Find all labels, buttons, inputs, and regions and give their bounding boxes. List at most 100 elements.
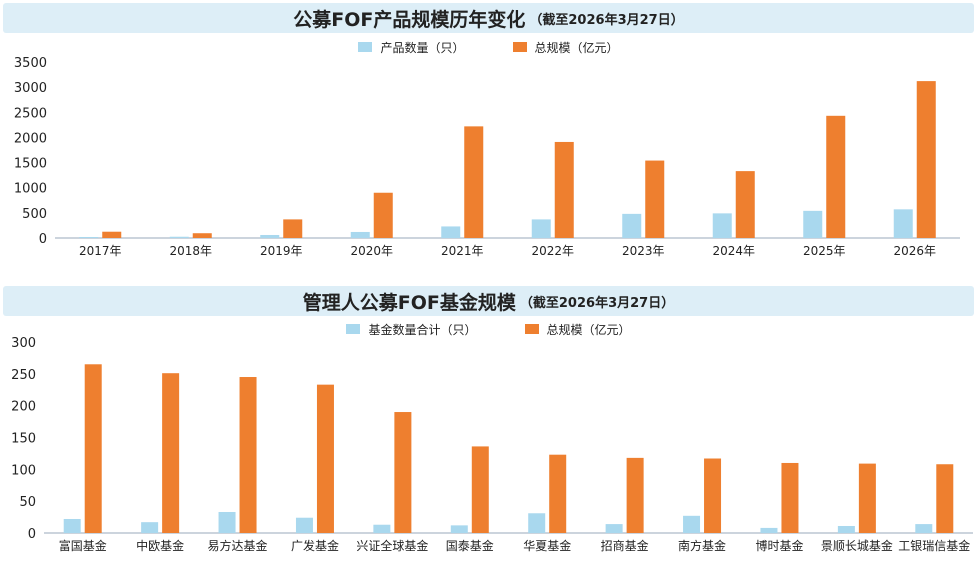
x-category-label: 2019年 [260, 244, 303, 258]
count-bar [441, 226, 461, 238]
scale-bar [858, 463, 876, 533]
scale-bar [239, 377, 257, 533]
legend-label-scale: 总规模（亿元） [534, 40, 619, 55]
x-category-label: 2024年 [712, 244, 755, 258]
manager-bar-chart: 0 50 100 150 200 250 300 富国基金 中欧基金 易方达基金 广发基金 兴证全球基… [11, 336, 973, 553]
count-bar [528, 513, 546, 533]
legend-item-fund-count: 基金数量合计（只） [346, 321, 477, 338]
y-tick-label: 0 [39, 232, 47, 247]
x-category-label: 招商基金 [601, 538, 649, 553]
y-tick-label: 250 [11, 368, 36, 383]
legend-swatch-scale [512, 42, 527, 52]
x-category-label: 2021年 [441, 244, 484, 258]
count-bar [169, 236, 189, 238]
x-category-label: 中欧基金 [136, 538, 184, 553]
count-bar [803, 210, 823, 238]
x-category-label: 2022年 [531, 244, 574, 258]
count-bar [683, 515, 701, 533]
scale-bar [394, 412, 412, 533]
x-category-label: 国泰基金 [446, 538, 494, 553]
scale-bar [735, 171, 755, 238]
x-category-label: 兴证全球基金 [356, 538, 428, 553]
annual-chart-title: 公募FOF产品规模历年变化 [293, 8, 526, 31]
legend-item-fund-scale: 总规模（亿元） [524, 321, 631, 338]
x-category-label: 南方基金 [678, 538, 726, 553]
scale-bar [464, 126, 484, 238]
scale-bar [704, 458, 722, 533]
count-bar [760, 527, 778, 533]
count-bar [350, 231, 370, 238]
legend-swatch-count [358, 42, 373, 52]
x-category-label: 景顺长城基金 [821, 538, 893, 553]
scale-bar [626, 457, 644, 533]
legend-label-fund-scale: 总规模（亿元） [546, 322, 631, 337]
legend-swatch-fund-scale [524, 324, 539, 334]
y-tick-label: 500 [22, 207, 47, 222]
y-tick-label: 0 [28, 527, 36, 542]
annual-chart-subtitle: （截至2026年3月27日） [529, 12, 684, 28]
x-category-label: 2023年 [622, 244, 665, 258]
legend-item-count: 产品数量（只） [358, 39, 465, 56]
y-tick-label: 300 [11, 336, 36, 351]
y-tick-label: 100 [11, 463, 36, 478]
annual-chart-legend: 产品数量（只） 总规模（亿元） [0, 38, 977, 56]
count-bar [295, 517, 313, 533]
count-bar [260, 234, 280, 238]
y-tick-label: 3000 [14, 81, 47, 96]
count-bar [605, 524, 623, 533]
manager-chart-legend: 基金数量合计（只） 总规模（亿元） [0, 320, 977, 338]
count-bar [63, 518, 81, 533]
count-bar [893, 209, 913, 238]
x-category-label: 富国基金 [59, 538, 107, 553]
manager-chart-title-bar: 管理人公募FOF基金规模 （截至2026年3月27日） [3, 286, 974, 316]
x-category-label: 广发基金 [291, 538, 339, 553]
annual-chart-title-bar: 公募FOF产品规模历年变化 （截至2026年3月27日） [3, 3, 974, 33]
x-category-label: 2026年 [893, 244, 936, 258]
annual-chart-panel: 公募FOF产品规模历年变化 （截至2026年3月27日） 产品数量（只） 总规模… [0, 0, 977, 282]
count-bar [218, 511, 236, 533]
count-bar [79, 236, 99, 238]
scale-bar [162, 373, 180, 533]
x-category-label: 2017年 [79, 244, 122, 258]
x-category-label: 工银瑞信基金 [898, 538, 970, 553]
annual-bar-chart: 0 500 1000 1500 2000 2500 3000 3500 2017年 2018年 20… [14, 56, 960, 258]
scale-bar [549, 454, 567, 533]
count-bar [450, 525, 468, 533]
scale-bar [554, 141, 574, 238]
scale-bar [781, 462, 799, 533]
manager-chart-panel: 管理人公募FOF基金规模 （截至2026年3月27日） 基金数量合计（只） 总规… [0, 284, 977, 571]
y-tick-label: 1500 [14, 157, 47, 172]
y-tick-label: 3500 [14, 56, 47, 71]
count-bar [915, 524, 933, 533]
count-bar [712, 213, 732, 238]
y-tick-label: 2500 [14, 106, 47, 121]
scale-bar [192, 233, 212, 238]
scale-bar [84, 364, 102, 533]
y-tick-label: 2000 [14, 131, 47, 146]
scale-bar [283, 219, 303, 238]
count-bar [141, 522, 159, 533]
count-bar [531, 219, 551, 238]
scale-bar [936, 464, 954, 533]
scale-bar [645, 160, 665, 238]
x-category-label: 博时基金 [755, 538, 803, 553]
x-category-label: 华夏基金 [523, 538, 571, 553]
scale-bar [373, 192, 393, 238]
y-tick-label: 1000 [14, 182, 47, 197]
legend-label-fund-count: 基金数量合计（只） [368, 322, 477, 337]
x-category-label: 2020年 [350, 244, 393, 258]
scale-bar [102, 231, 122, 238]
scale-bar [916, 81, 936, 238]
manager-chart-subtitle: （截至2026年3月27日） [519, 295, 675, 311]
y-tick-label: 200 [11, 400, 36, 415]
legend-item-scale: 总规模（亿元） [512, 39, 619, 56]
count-bar [622, 213, 642, 238]
count-bar [373, 524, 391, 533]
scale-bar [316, 384, 334, 533]
x-category-label: 2025年 [803, 244, 846, 258]
y-tick-label: 150 [11, 432, 36, 447]
count-bar [837, 525, 855, 533]
legend-label-count: 产品数量（只） [380, 40, 465, 55]
x-category-label: 2018年 [169, 244, 212, 258]
scale-bar [826, 115, 846, 238]
